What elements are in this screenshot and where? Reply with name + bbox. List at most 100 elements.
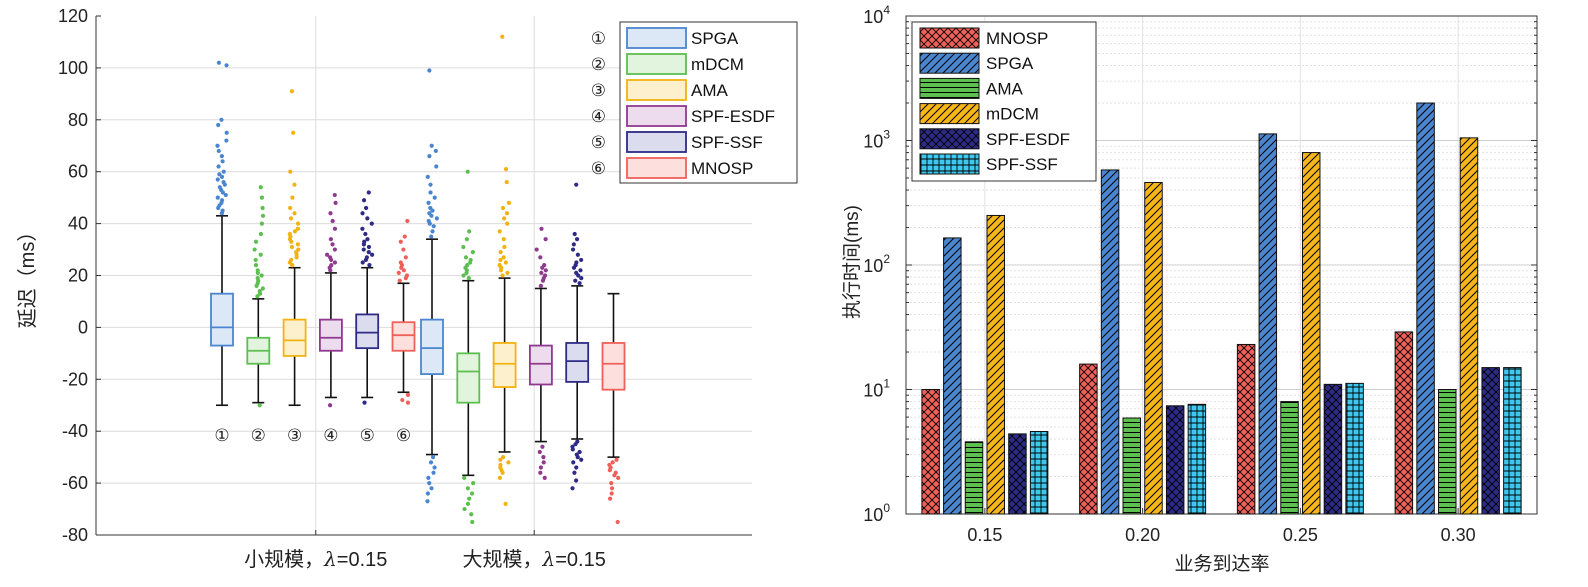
outlier-point xyxy=(575,252,580,257)
legend-label: AMA xyxy=(986,79,1024,98)
outlier-point xyxy=(432,465,437,470)
left-y-tick-label: 100 xyxy=(58,58,88,78)
legend-marker: ① xyxy=(591,29,606,48)
outlier-point xyxy=(570,247,576,252)
right-legend: MNOSP SPGA AMA mDCM SPF-ESDF SPF-SSF xyxy=(911,21,1097,182)
outlier-point xyxy=(258,231,264,237)
outlier-point xyxy=(258,185,263,190)
box-spf-ssf xyxy=(565,182,590,491)
outlier-point xyxy=(425,499,430,504)
outlier-point xyxy=(216,148,221,154)
outlier-point xyxy=(433,148,438,154)
legend-label: SPF-SSF xyxy=(691,133,763,152)
outlier-point xyxy=(579,257,584,263)
right-y-ticks: 100 101 102 103 104 xyxy=(863,3,1537,525)
outlier-point xyxy=(426,475,431,481)
left-y-tick-label: -20 xyxy=(62,369,88,389)
bar-mdcm-0.15 xyxy=(986,214,1005,515)
outlier-point xyxy=(332,192,337,198)
outlier-point xyxy=(612,473,617,478)
bar-hatch xyxy=(1144,181,1163,515)
outlier-point xyxy=(292,211,297,216)
outlier-point xyxy=(465,169,470,174)
outlier-point xyxy=(503,501,508,506)
outlier-point xyxy=(361,198,367,203)
box-mdcm xyxy=(246,185,271,408)
right-y-axis-label: 执行时间(ms) xyxy=(841,205,863,319)
outlier-point xyxy=(289,244,294,250)
outlier-point xyxy=(431,224,436,229)
legend-swatch-hatch xyxy=(919,103,980,125)
outlier-point xyxy=(498,457,503,462)
outlier-point xyxy=(461,244,466,250)
outlier-point xyxy=(401,247,406,252)
outlier-point xyxy=(220,208,225,213)
outlier-point xyxy=(223,192,228,198)
outlier-point xyxy=(506,460,511,465)
outlier-point xyxy=(426,218,431,224)
outlier-point xyxy=(253,257,258,263)
bar-hatch xyxy=(1459,137,1479,515)
outlier-point xyxy=(428,460,434,465)
bar-spf-ssf-0.30 xyxy=(1503,367,1522,515)
outlier-point xyxy=(462,475,467,481)
right-x-tick-label: 0.25 xyxy=(1283,525,1318,545)
legend-label: SPF-SSF xyxy=(986,155,1058,174)
outlier-point xyxy=(365,216,370,221)
outlier-point xyxy=(290,195,295,200)
left-y-tick-label: 80 xyxy=(68,110,88,130)
outlier-point xyxy=(427,68,432,73)
bar-spf-esdf-0.20 xyxy=(1165,405,1185,515)
outlier-point xyxy=(538,255,543,260)
outlier-point xyxy=(330,242,335,247)
outlier-point xyxy=(220,159,225,164)
legend-label: mDCM xyxy=(986,105,1039,124)
outlier-point xyxy=(505,221,510,226)
outlier-point xyxy=(332,226,338,231)
outlier-point xyxy=(542,263,547,268)
legend-marker: ⑤ xyxy=(591,133,606,152)
outlier-point xyxy=(400,397,405,403)
outlier-point xyxy=(570,486,575,491)
outlier-point xyxy=(574,260,579,265)
outlier-point xyxy=(541,455,546,460)
bar-hatch xyxy=(1187,403,1207,515)
box-mnosp xyxy=(601,292,626,525)
bar-spf-esdf-0.30 xyxy=(1481,367,1500,515)
outlier-point xyxy=(219,154,224,159)
outlier-point xyxy=(255,268,260,273)
legend-swatch-hatch xyxy=(919,52,980,74)
box-marker: ⑤ xyxy=(360,426,375,445)
outlier-point xyxy=(579,457,584,462)
legend-swatch-hatch xyxy=(919,77,980,99)
bar-hatch xyxy=(986,214,1005,515)
box-iqr xyxy=(529,344,553,386)
outlier-point xyxy=(288,169,293,174)
outlier-point xyxy=(260,286,265,291)
outlier-point xyxy=(470,250,475,255)
outlier-point xyxy=(427,211,432,216)
outlier-point xyxy=(467,496,472,501)
outlier-point xyxy=(579,275,584,281)
left-y-tick-label: 0 xyxy=(78,317,88,337)
outlier-point xyxy=(224,63,229,68)
outlier-point xyxy=(574,478,579,483)
outlier-point xyxy=(217,185,222,190)
outlier-point xyxy=(497,263,502,268)
outlier-point xyxy=(609,486,615,491)
outlier-point xyxy=(434,164,439,169)
outlier-point xyxy=(497,475,502,481)
outlier-point xyxy=(504,179,509,185)
right-y-tick-label: 100 xyxy=(863,501,890,525)
outlier-point xyxy=(255,275,260,281)
outlier-point xyxy=(574,182,579,187)
outlier-point xyxy=(463,255,469,260)
outlier-point xyxy=(216,164,221,169)
right-x-tick-label: 0.30 xyxy=(1441,525,1476,545)
outlier-point xyxy=(467,229,472,234)
legend-swatch xyxy=(626,157,687,179)
outlier-point xyxy=(401,268,406,273)
outlier-point xyxy=(398,260,403,265)
legend-swatch xyxy=(626,131,687,153)
outlier-point xyxy=(255,294,260,299)
